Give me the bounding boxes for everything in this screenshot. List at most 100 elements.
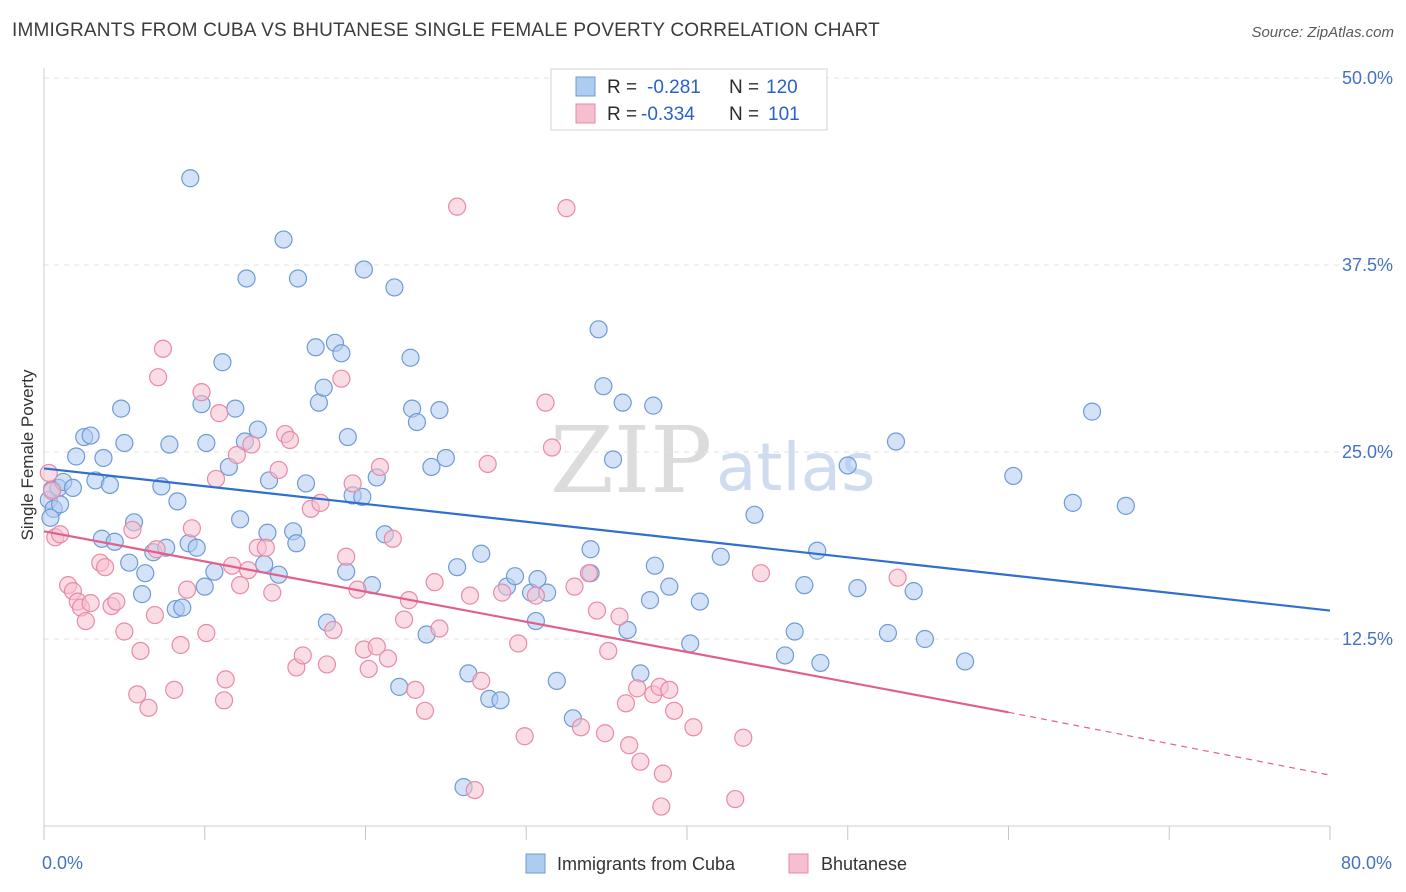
cuba-point (745, 505, 764, 524)
legend-n-label-bhutan: N = (729, 104, 759, 125)
bhutan-point (587, 601, 607, 620)
bhutan-point (579, 564, 599, 583)
cuba-point (306, 338, 325, 357)
cuba-point (660, 577, 679, 596)
bhutan-point (115, 622, 134, 641)
cuba-point (422, 457, 441, 477)
bhutan-point (171, 635, 190, 655)
bhutan-point (448, 197, 467, 216)
bhutan-point (149, 368, 168, 387)
source-label: Source: ZipAtlas.com (1251, 24, 1394, 41)
cuba-point (353, 487, 372, 506)
cuba-point (505, 567, 525, 586)
cuba-point (407, 412, 427, 432)
bhutan-point (620, 736, 639, 755)
bhutan-point (197, 623, 216, 643)
bhutan-point (425, 573, 444, 592)
y-tick-label: 50.0% (1342, 68, 1393, 88)
cuba-point (288, 269, 308, 288)
cuba-point (258, 523, 277, 542)
series-legend: Immigrants from Cuba Bhutanese (525, 853, 907, 874)
cuba-point (187, 538, 206, 557)
x-tick-label-max: 80.0% (1341, 853, 1392, 873)
cuba-point (168, 492, 187, 511)
cuba-point (681, 634, 700, 653)
bhutan-point (370, 457, 390, 477)
bhutan-point (526, 586, 545, 605)
cuba-point (296, 474, 316, 493)
y-tick-label: 37.5% (1342, 255, 1393, 275)
watermark-zip: ZIP (550, 407, 712, 514)
cuba-point (886, 432, 906, 451)
cuba-point (100, 475, 120, 495)
legend-r-value-bhutan: -0.334 (641, 104, 695, 125)
bhutan-point (415, 701, 435, 720)
legend-n-value-bhutan: 101 (768, 104, 800, 125)
cuba-point (785, 622, 804, 641)
cuba-point (775, 646, 795, 665)
cuba-point (314, 378, 333, 397)
bhutan-point (242, 435, 261, 454)
cuba-point (274, 230, 293, 249)
cuba-point (338, 427, 357, 447)
bhutan-point (216, 670, 235, 689)
bhutan-point (343, 474, 362, 493)
trend-line-bhutan-extension (1008, 711, 1331, 776)
bhutan-point (465, 780, 484, 800)
bhutan-point (726, 789, 745, 809)
cuba-point (401, 348, 420, 367)
stats-legend-box (550, 68, 828, 131)
cuba-point (808, 541, 827, 560)
cuba-point (603, 450, 623, 469)
legend-r-value-cuba: -0.281 (647, 77, 701, 98)
bhutan-point (192, 383, 211, 402)
cuba-point (491, 691, 510, 710)
trend-line-bhutan (43, 530, 1009, 714)
cuba-point (81, 426, 100, 445)
legend-n-value-cuba: 120 (766, 77, 798, 98)
bhutan-point (684, 718, 703, 737)
cuba-point (231, 510, 250, 529)
bhutan-point (280, 430, 300, 450)
bhutan-point (210, 404, 229, 423)
bhutan-point (367, 637, 386, 656)
cuba-point (795, 576, 814, 595)
cuba-point (115, 433, 134, 453)
cuba-point (838, 456, 857, 475)
bhutan-point (147, 540, 166, 559)
cuba-point (136, 564, 155, 583)
bhutan-point (332, 369, 351, 388)
bhutan-point (81, 593, 100, 613)
cuba-point (195, 577, 214, 596)
bhutan-point (311, 493, 330, 512)
cuba-point (237, 269, 256, 288)
cuba-point (213, 353, 232, 372)
y-axis-label: Single Female Poverty (18, 369, 37, 541)
cuba-point (94, 448, 113, 468)
bhutan-point (610, 607, 629, 626)
cuba-point (711, 547, 730, 566)
cuba-point (255, 555, 274, 574)
bhutan-point (460, 586, 480, 605)
cuba-point (644, 396, 663, 415)
cuba-point (915, 629, 935, 649)
cuba-point (287, 534, 306, 553)
bhutan-point (628, 679, 647, 698)
bhutan-point (139, 698, 158, 717)
bhutan-point (182, 519, 201, 538)
bhutan-point (231, 576, 250, 595)
trend-line-cuba (43, 467, 1331, 612)
bhutan-point (571, 718, 591, 737)
bhutan-point (565, 577, 584, 596)
cuba-point (248, 420, 267, 439)
cuba-point (173, 598, 192, 617)
cuba-point (581, 540, 600, 559)
cuba-point (41, 508, 60, 527)
trend-lines (43, 467, 1331, 776)
cuba-point (332, 344, 351, 363)
bhutan-point (536, 393, 555, 412)
bottom-legend-swatch-bhutan (788, 853, 809, 874)
bhutan-point (153, 339, 173, 358)
cuba-point (955, 652, 975, 671)
